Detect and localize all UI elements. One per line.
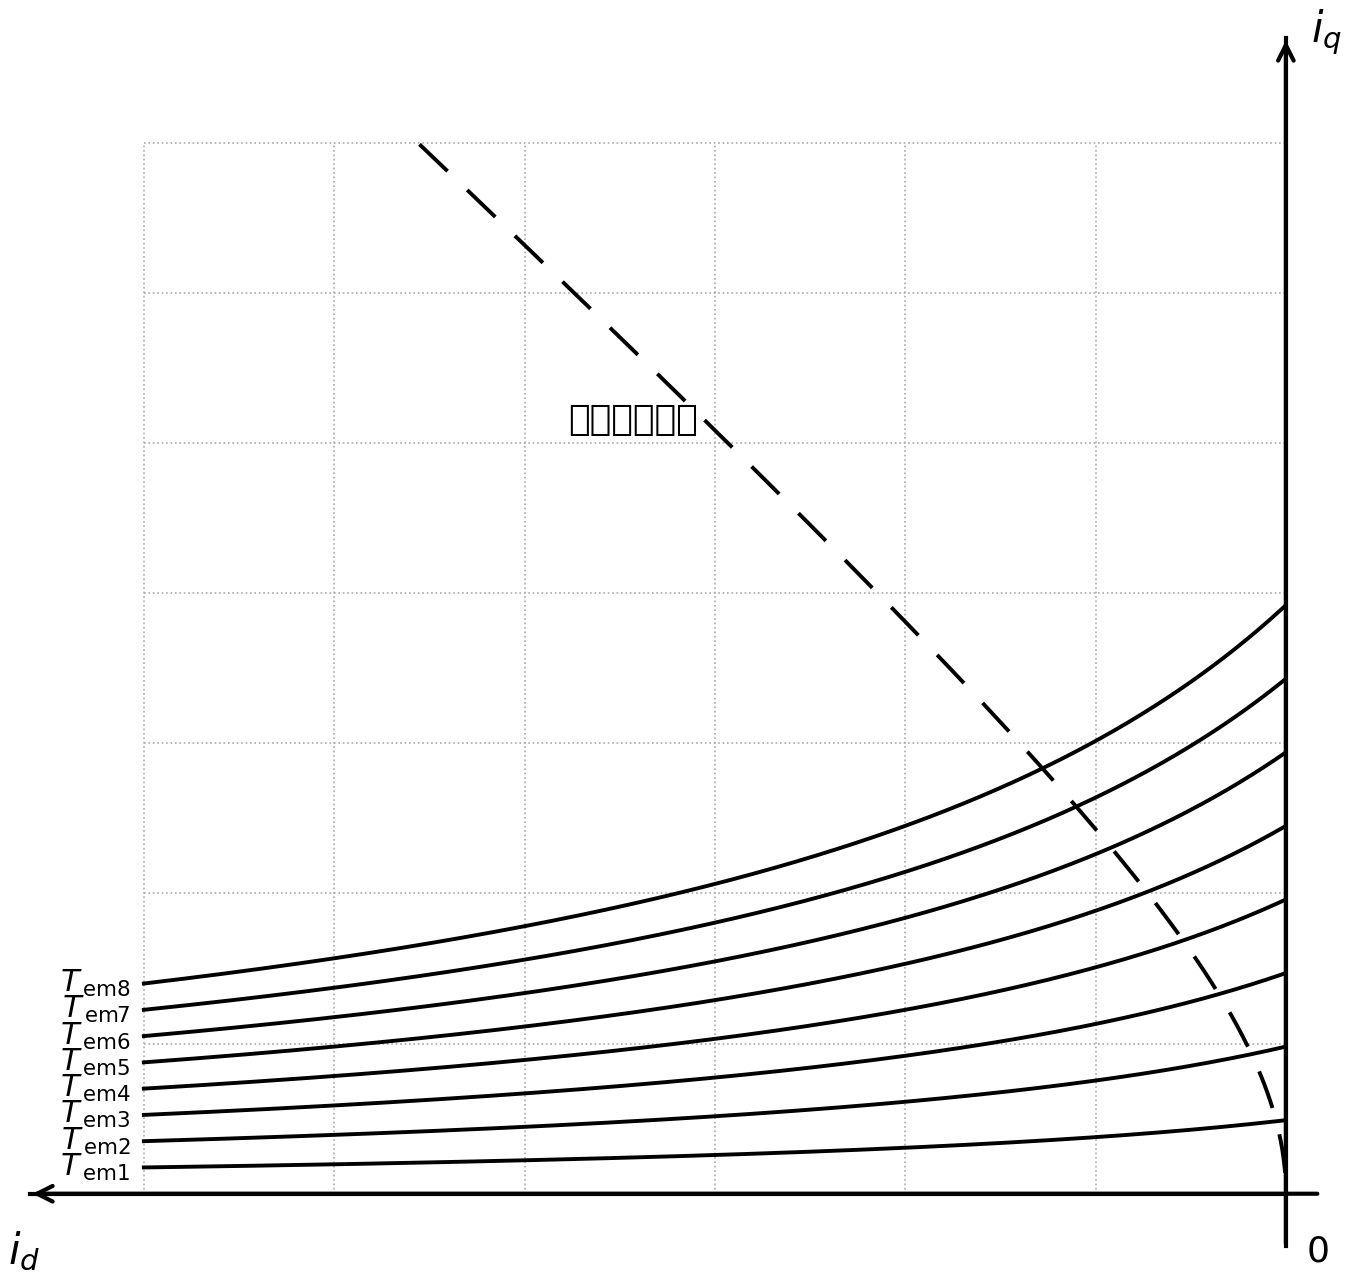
Text: $i_d$: $i_d$ [8, 1230, 41, 1273]
Text: $T_{\,\mathrm{em4}}$: $T_{\,\mathrm{em4}}$ [60, 1073, 130, 1105]
Text: 最小电流曲线: 最小电流曲线 [568, 403, 698, 438]
Text: $T_{\,\mathrm{em6}}$: $T_{\,\mathrm{em6}}$ [60, 1020, 130, 1052]
Text: $T_{\,\mathrm{em8}}$: $T_{\,\mathrm{em8}}$ [60, 967, 130, 999]
Text: $T_{\,\mathrm{em2}}$: $T_{\,\mathrm{em2}}$ [61, 1125, 130, 1157]
Text: $i_q$: $i_q$ [1311, 8, 1342, 58]
Text: $T_{\,\mathrm{em7}}$: $T_{\,\mathrm{em7}}$ [61, 994, 130, 1025]
Text: $T_{\,\mathrm{em3}}$: $T_{\,\mathrm{em3}}$ [61, 1100, 130, 1130]
Text: $T_{\,\mathrm{em1}}$: $T_{\,\mathrm{em1}}$ [61, 1152, 130, 1183]
Text: 0: 0 [1307, 1234, 1330, 1269]
Text: $T_{\,\mathrm{em5}}$: $T_{\,\mathrm{em5}}$ [61, 1047, 130, 1078]
